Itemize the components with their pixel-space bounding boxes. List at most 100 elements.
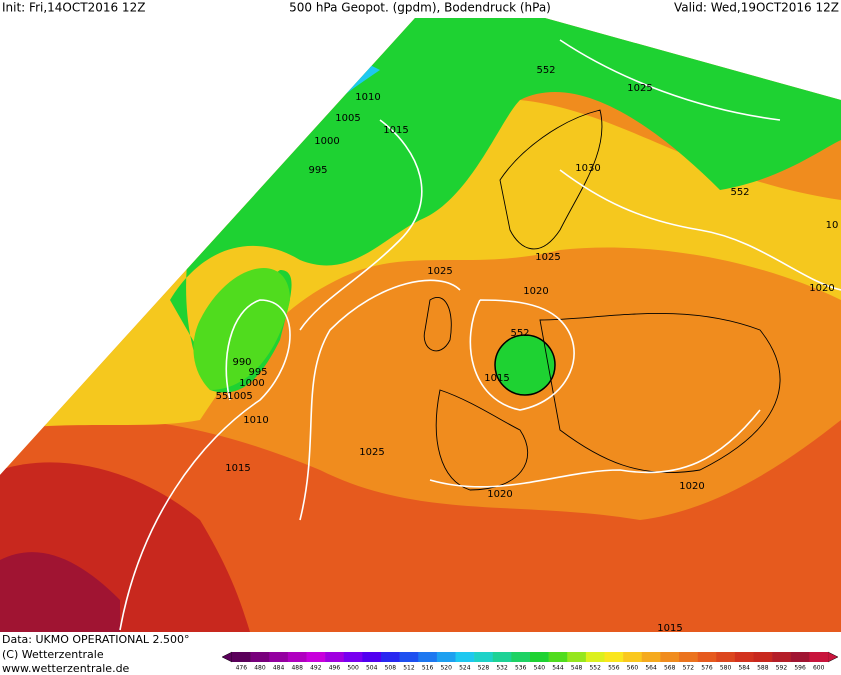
- colorbar-swatch: [418, 652, 438, 662]
- colorbar-label: 544: [552, 665, 564, 672]
- field-low: [193, 267, 290, 390]
- colorbar-swatch: [679, 652, 698, 662]
- contour-label: 995: [248, 367, 267, 378]
- colorbar-swatch: [232, 652, 251, 662]
- colorbar-swatch: [772, 652, 792, 662]
- contour-label: 1000: [314, 136, 339, 147]
- data-source: Data: UKMO OPERATIONAL 2.500°: [2, 633, 189, 646]
- contour-label: 1015: [484, 373, 509, 384]
- contour-label: 1015: [225, 463, 250, 474]
- colorbar-label: 516: [422, 665, 434, 672]
- colorbar-label: 520: [440, 665, 452, 672]
- contour-label: 1005: [227, 391, 252, 402]
- contour-label: 1025: [427, 266, 452, 277]
- colorbar-swatch: [623, 652, 643, 662]
- colorbar-label: 476: [236, 665, 248, 672]
- colorbar-label: 548: [571, 665, 583, 672]
- contour-label: 552: [730, 187, 749, 198]
- colorbar-swatch: [716, 652, 736, 662]
- colorbar-label: 480: [254, 665, 266, 672]
- init-time: Init: Fri,14OCT2016 12Z: [2, 1, 145, 15]
- contour-label: 552: [510, 328, 529, 339]
- colorbar-swatch: [287, 652, 307, 662]
- colorbar-swatch: [660, 652, 680, 662]
- colorbar-label: 536: [515, 665, 527, 672]
- colorbar-swatch: [455, 652, 475, 662]
- colorbar-label: 500: [347, 665, 359, 672]
- colorbar-label: 584: [738, 665, 750, 672]
- field-crimson: [0, 552, 120, 632]
- contour-label: 1030: [575, 163, 600, 174]
- colorbar-label: 504: [366, 665, 378, 672]
- colorbar-label: 524: [459, 665, 471, 672]
- colorbar-label: 508: [385, 665, 397, 672]
- contour-label: 1020: [487, 489, 512, 500]
- contour-label: 55: [216, 391, 229, 402]
- isobars: [119, 39, 841, 631]
- colorbar-swatch: [530, 652, 549, 662]
- colorbar-label: 600: [813, 665, 825, 672]
- contour-label: 1020: [679, 481, 704, 492]
- field-green: [170, 18, 841, 393]
- colorbar-swatch: [585, 652, 605, 662]
- colorbar-swatch: [734, 652, 754, 662]
- colorbar-label: 484: [273, 665, 285, 672]
- contour-label: 1025: [627, 83, 652, 94]
- contour-label: 1000: [239, 378, 264, 389]
- colorbar-swatch: [604, 652, 624, 662]
- colorbar-swatch: [790, 652, 810, 662]
- colorbar-end-left: [221, 651, 233, 663]
- colorbar-label: 580: [720, 665, 732, 672]
- colorbar-swatch: [474, 652, 494, 662]
- colorbar-label: 568: [664, 665, 676, 672]
- colorbar-swatch: [548, 652, 568, 662]
- colorbar-swatch: [381, 652, 400, 662]
- colorbar-swatch: [343, 652, 363, 662]
- colorbar-label: 496: [329, 665, 341, 672]
- colorbar-label: 592: [776, 665, 788, 672]
- colorbar-swatch: [325, 652, 345, 662]
- colorbar-label: 576: [701, 665, 713, 672]
- contour-label: 1020: [809, 283, 834, 294]
- colorbar-label: 552: [589, 665, 601, 672]
- map-field: [0, 18, 841, 632]
- contour-label: 1010: [355, 92, 380, 103]
- colorbar-swatch: [567, 652, 587, 662]
- colorbar-label: 560: [627, 665, 639, 672]
- url: www.wetterzentrale.de: [2, 662, 130, 675]
- colorbar-label: 572: [683, 665, 695, 672]
- contour-label: 1025: [359, 447, 384, 458]
- contour-label: 990: [232, 357, 251, 368]
- colorbar-swatch: [641, 652, 661, 662]
- colorbar-swatch: [362, 652, 382, 662]
- map-title: 500 hPa Geopot. (gpdm), Bodendruck (hPa): [289, 1, 551, 15]
- valid-time: Valid: Wed,19OCT2016 12Z: [674, 1, 839, 15]
- contour-label: 1010: [243, 415, 268, 426]
- coastline: [423, 109, 781, 491]
- colorbar-swatch: [809, 652, 829, 662]
- contour-label: 10: [826, 220, 839, 231]
- colorbar-label: 556: [608, 665, 620, 672]
- copyright: (C) Wetterzentrale: [2, 648, 104, 661]
- colorbar-label: 540: [534, 665, 546, 672]
- colorbar-swatch: [697, 652, 717, 662]
- contour-label: 995: [308, 165, 327, 176]
- contour-label: 1005: [335, 113, 360, 124]
- contour-label: 552: [536, 65, 555, 76]
- colorbar-end-right: [827, 651, 839, 663]
- colorbar-swatch: [250, 652, 270, 662]
- contour-label: 1015: [383, 125, 408, 136]
- colorbar-label: 532: [496, 665, 508, 672]
- colorbar-swatch: [511, 652, 531, 662]
- contour-label: 1025: [535, 252, 560, 263]
- contour-label: 1015: [657, 623, 682, 634]
- colorbar-label: 512: [403, 665, 415, 672]
- colorbar-label: 488: [291, 665, 303, 672]
- colorbar-swatch: [436, 652, 456, 662]
- colorbar-swatch: [753, 652, 773, 662]
- colorbar-label: 564: [645, 665, 657, 672]
- colorbar-swatch: [269, 652, 289, 662]
- colorbar-swatch: [399, 652, 419, 662]
